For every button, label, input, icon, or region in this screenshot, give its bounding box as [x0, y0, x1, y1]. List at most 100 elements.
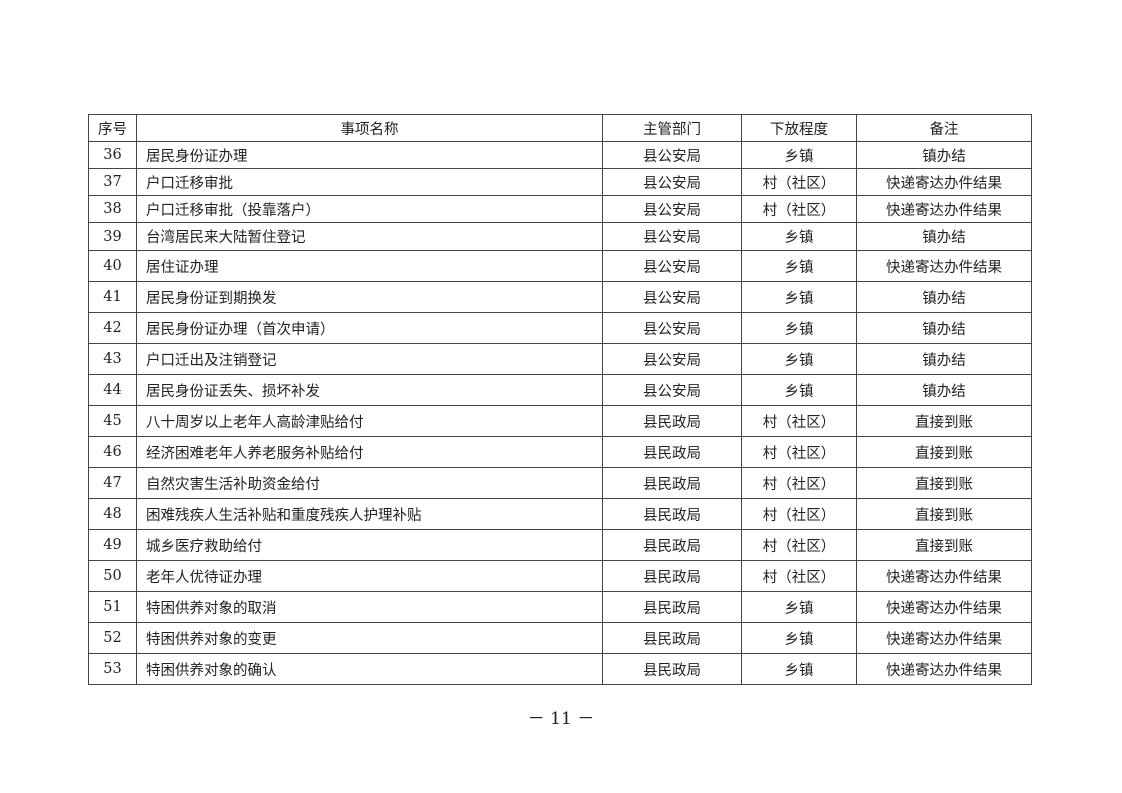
cell-index: 50: [88, 560, 137, 592]
cell-item-name: 特困供养对象的取消: [136, 591, 603, 623]
table-row: 47 自然灾害生活补助资金给付 县民政局 村（社区） 直接到账: [88, 467, 1032, 499]
table-row: 40 居住证办理 县公安局 乡镇 快递寄达办件结果: [88, 250, 1032, 282]
cell-index: 38: [88, 195, 137, 223]
cell-delegation-level: 乡镇: [741, 591, 857, 623]
cell-remarks: 直接到账: [856, 436, 1032, 468]
cell-delegation-level: 乡镇: [741, 312, 857, 344]
cell-remarks: 镇办结: [856, 374, 1032, 406]
table-row: 50 老年人优待证办理 县民政局 村（社区） 快递寄达办件结果: [88, 560, 1032, 592]
header-item-name: 事项名称: [136, 114, 603, 142]
cell-delegation-level: 乡镇: [741, 343, 857, 375]
table-row: 38 户口迁移审批（投靠落户） 县公安局 村（社区） 快递寄达办件结果: [88, 195, 1032, 223]
cell-index: 49: [88, 529, 137, 561]
cell-department: 县公安局: [602, 281, 742, 313]
cell-delegation-level: 乡镇: [741, 374, 857, 406]
cell-department: 县公安局: [602, 343, 742, 375]
cell-delegation-level: 乡镇: [741, 141, 857, 169]
cell-remarks: 镇办结: [856, 222, 1032, 251]
cell-delegation-level: 村（社区）: [741, 467, 857, 499]
cell-department: 县公安局: [602, 195, 742, 223]
cell-item-name: 台湾居民来大陆暂住登记: [136, 222, 603, 251]
cell-item-name: 特困供养对象的变更: [136, 622, 603, 654]
cell-remarks: 快递寄达办件结果: [856, 653, 1032, 685]
cell-index: 39: [88, 222, 137, 251]
cell-item-name: 居住证办理: [136, 250, 603, 282]
cell-department: 县民政局: [602, 560, 742, 592]
table-row: 46 经济困难老年人养老服务补贴给付 县民政局 村（社区） 直接到账: [88, 436, 1032, 468]
cell-department: 县民政局: [602, 405, 742, 437]
cell-index: 47: [88, 467, 137, 499]
items-table: 序号 事项名称 主管部门 下放程度 备注 36 居民身份证办理 县公安局 乡镇 镇办结 3…: [88, 114, 1032, 685]
cell-item-name: 居民身份证办理: [136, 141, 603, 169]
cell-item-name: 城乡医疗救助给付: [136, 529, 603, 561]
table-row: 48 困难残疾人生活补贴和重度残疾人护理补贴 县民政局 村（社区） 直接到账: [88, 498, 1032, 530]
table-row: 43 户口迁出及注销登记 县公安局 乡镇 镇办结: [88, 343, 1032, 375]
cell-delegation-level: 村（社区）: [741, 195, 857, 223]
header-index: 序号: [88, 114, 137, 142]
table-row: 53 特困供养对象的确认 县民政局 乡镇 快递寄达办件结果: [88, 653, 1032, 685]
cell-department: 县公安局: [602, 250, 742, 282]
cell-department: 县公安局: [602, 222, 742, 251]
cell-delegation-level: 乡镇: [741, 622, 857, 654]
cell-item-name: 居民身份证丢失、损坏补发: [136, 374, 603, 406]
cell-index: 46: [88, 436, 137, 468]
cell-delegation-level: 村（社区）: [741, 405, 857, 437]
cell-item-name: 老年人优待证办理: [136, 560, 603, 592]
cell-index: 53: [88, 653, 137, 685]
cell-department: 县公安局: [602, 141, 742, 169]
header-delegation-level: 下放程度: [741, 114, 857, 142]
cell-item-name: 居民身份证办理（首次申请）: [136, 312, 603, 344]
table-row: 45 八十周岁以上老年人高龄津贴给付 县民政局 村（社区） 直接到账: [88, 405, 1032, 437]
cell-remarks: 镇办结: [856, 312, 1032, 344]
cell-delegation-level: 乡镇: [741, 222, 857, 251]
table-row: 49 城乡医疗救助给付 县民政局 村（社区） 直接到账: [88, 529, 1032, 561]
cell-delegation-level: 村（社区）: [741, 498, 857, 530]
cell-delegation-level: 村（社区）: [741, 560, 857, 592]
cell-remarks: 快递寄达办件结果: [856, 560, 1032, 592]
cell-remarks: 快递寄达办件结果: [856, 168, 1032, 196]
header-remarks: 备注: [856, 114, 1032, 142]
cell-remarks: 镇办结: [856, 343, 1032, 375]
table-row: 41 居民身份证到期换发 县公安局 乡镇 镇办结: [88, 281, 1032, 313]
cell-department: 县民政局: [602, 498, 742, 530]
cell-department: 县民政局: [602, 467, 742, 499]
cell-item-name: 特困供养对象的确认: [136, 653, 603, 685]
cell-delegation-level: 村（社区）: [741, 436, 857, 468]
cell-index: 37: [88, 168, 137, 196]
table-header-row: 序号 事项名称 主管部门 下放程度 备注: [88, 114, 1032, 142]
cell-remarks: 快递寄达办件结果: [856, 591, 1032, 623]
cell-remarks: 快递寄达办件结果: [856, 250, 1032, 282]
cell-remarks: 镇办结: [856, 281, 1032, 313]
table-row: 39 台湾居民来大陆暂住登记 县公安局 乡镇 镇办结: [88, 222, 1032, 251]
cell-department: 县公安局: [602, 312, 742, 344]
cell-department: 县民政局: [602, 653, 742, 685]
cell-item-name: 户口迁出及注销登记: [136, 343, 603, 375]
cell-item-name: 自然灾害生活补助资金给付: [136, 467, 603, 499]
cell-delegation-level: 乡镇: [741, 281, 857, 313]
cell-delegation-level: 村（社区）: [741, 168, 857, 196]
cell-item-name: 户口迁移审批（投靠落户）: [136, 195, 603, 223]
cell-remarks: 直接到账: [856, 498, 1032, 530]
table-row: 36 居民身份证办理 县公安局 乡镇 镇办结: [88, 141, 1032, 169]
cell-delegation-level: 村（社区）: [741, 529, 857, 561]
cell-remarks: 直接到账: [856, 405, 1032, 437]
cell-item-name: 户口迁移审批: [136, 168, 603, 196]
cell-department: 县民政局: [602, 436, 742, 468]
cell-remarks: 直接到账: [856, 529, 1032, 561]
table-row: 52 特困供养对象的变更 县民政局 乡镇 快递寄达办件结果: [88, 622, 1032, 654]
cell-department: 县民政局: [602, 529, 742, 561]
cell-department: 县民政局: [602, 591, 742, 623]
cell-index: 52: [88, 622, 137, 654]
cell-index: 43: [88, 343, 137, 375]
cell-index: 42: [88, 312, 137, 344]
cell-index: 45: [88, 405, 137, 437]
cell-index: 51: [88, 591, 137, 623]
cell-index: 48: [88, 498, 137, 530]
cell-department: 县公安局: [602, 168, 742, 196]
cell-index: 40: [88, 250, 137, 282]
cell-index: 36: [88, 141, 137, 169]
table-row: 37 户口迁移审批 县公安局 村（社区） 快递寄达办件结果: [88, 168, 1032, 196]
cell-index: 41: [88, 281, 137, 313]
table-row: 51 特困供养对象的取消 县民政局 乡镇 快递寄达办件结果: [88, 591, 1032, 623]
cell-delegation-level: 乡镇: [741, 250, 857, 282]
